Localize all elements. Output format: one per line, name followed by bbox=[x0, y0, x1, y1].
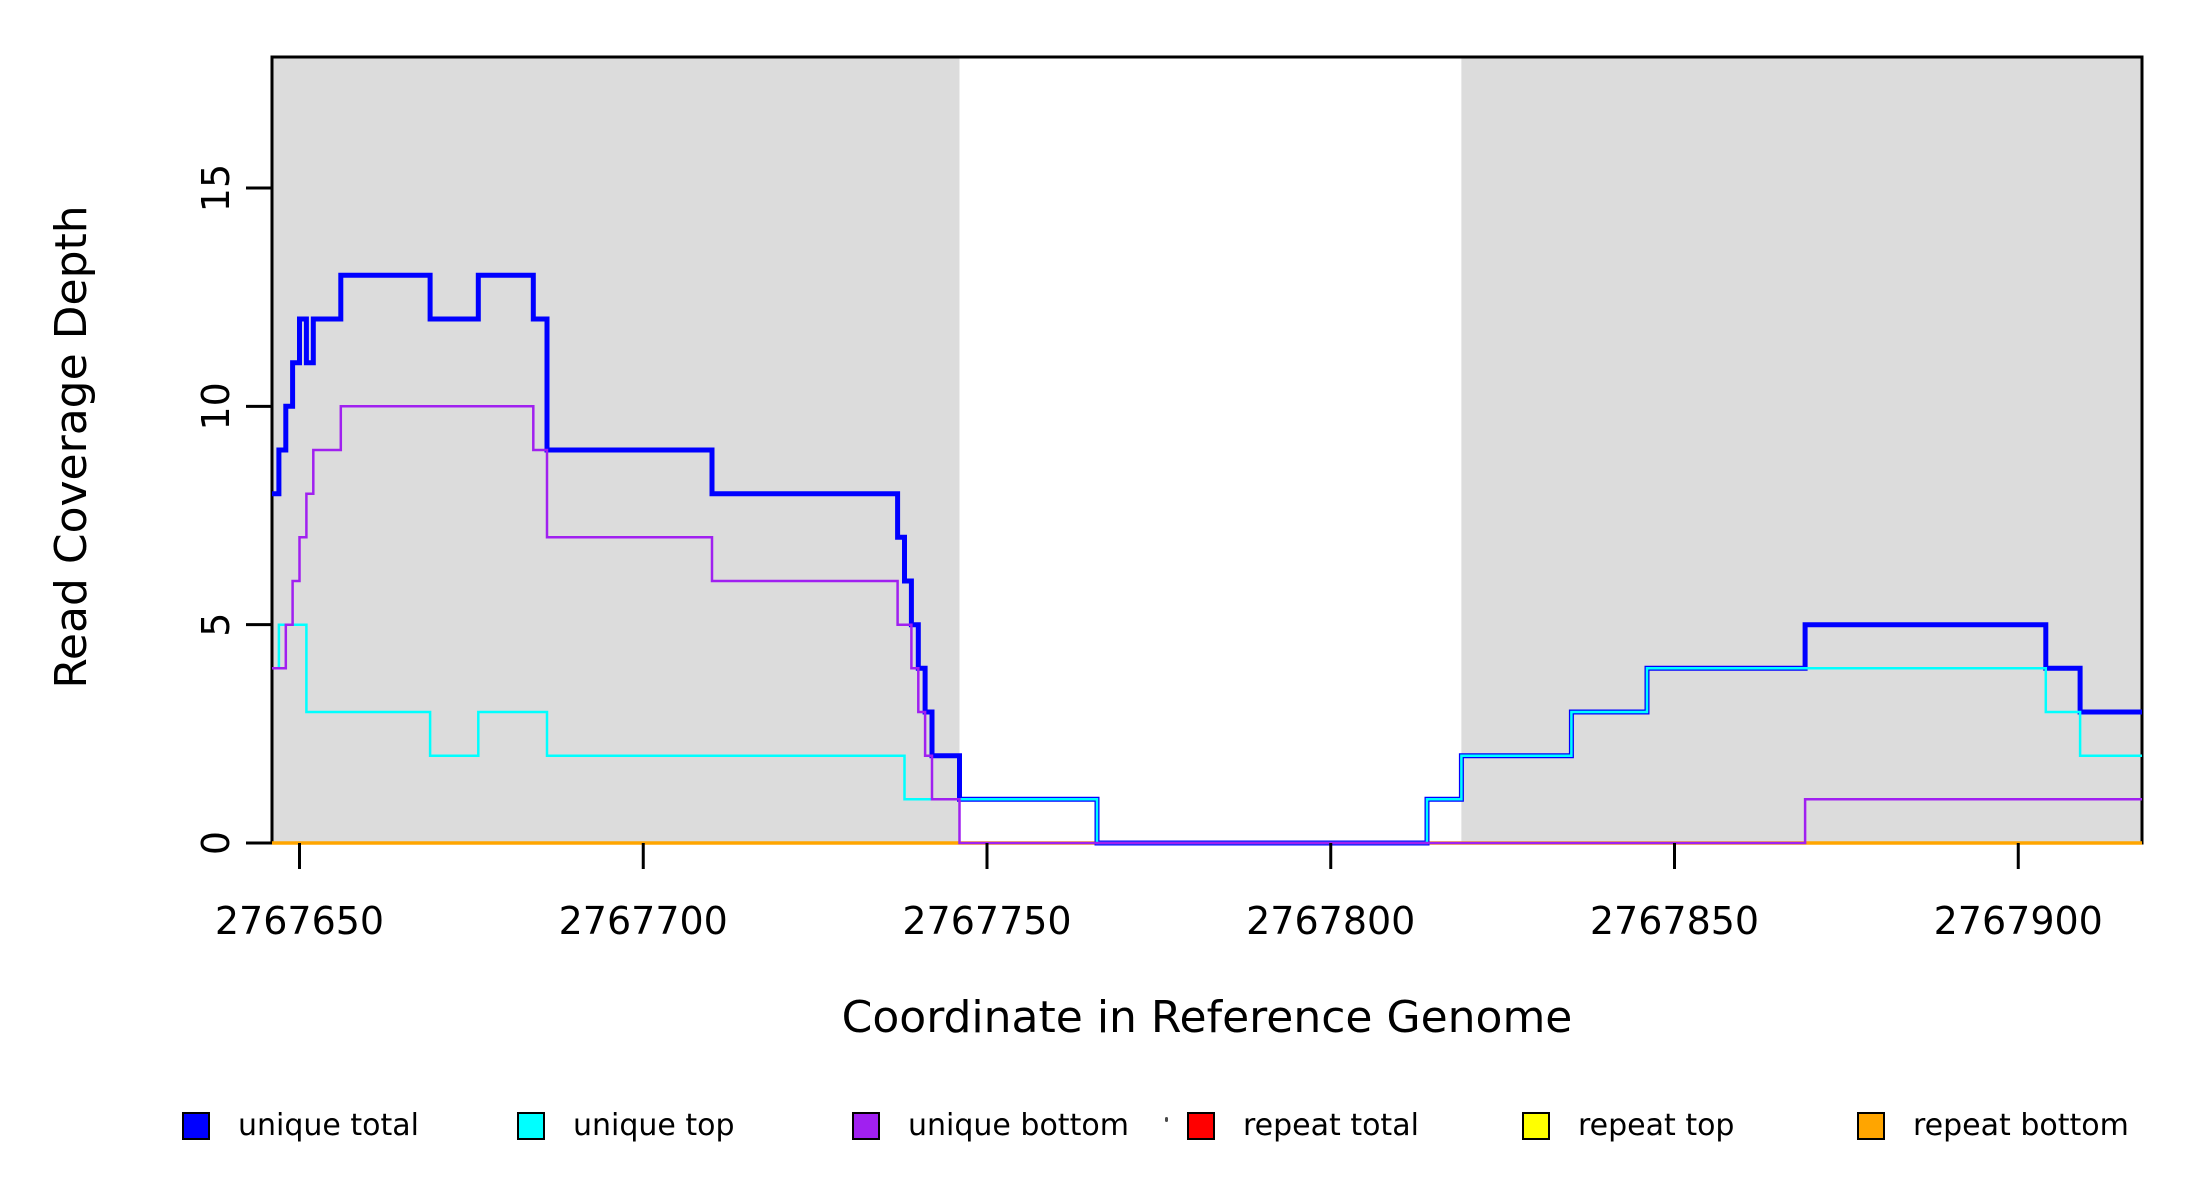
legend-label: repeat top bbox=[1578, 1108, 1735, 1143]
coverage-step-lines bbox=[272, 272, 2142, 846]
legend-item-repeat-total: repeat total bbox=[1187, 1108, 1419, 1152]
y-tick-label-5: 5 bbox=[194, 613, 238, 637]
series-line-unique-top bbox=[272, 623, 2142, 845]
x-axis: 2767650 2767700 2767750 2767800 2767850 27679… bbox=[215, 843, 2103, 943]
legend-item-unique-total: unique total bbox=[182, 1108, 419, 1152]
legend-swatch-repeat-bottom bbox=[1857, 1111, 1885, 1140]
legend-item-repeat-top: repeat top bbox=[1522, 1108, 1734, 1152]
legend-swatch-unique-top bbox=[517, 1111, 545, 1140]
x-tick-label-2767800: 2767800 bbox=[1246, 899, 1415, 943]
unique-region-right bbox=[1461, 57, 2142, 843]
legend-swatch-repeat-top bbox=[1522, 1111, 1550, 1140]
x-axis-title: Coordinate in Reference Genome bbox=[842, 992, 1573, 1043]
legend-swatch-unique-total bbox=[182, 1111, 210, 1140]
x-tick-label-2767650: 2767650 bbox=[215, 899, 384, 943]
legend-item-unique-top: unique top bbox=[517, 1108, 735, 1152]
y-axis: 0 5 10 15 bbox=[194, 164, 272, 855]
y-tick-label-10: 10 bbox=[194, 382, 238, 430]
stray-dot-artifact bbox=[1165, 1117, 1168, 1122]
series-line-unique-bottom bbox=[272, 405, 2142, 845]
legend-label: unique total bbox=[238, 1108, 420, 1143]
x-tick-label-2767750: 2767750 bbox=[902, 899, 1071, 943]
legend-label: repeat total bbox=[1243, 1108, 1419, 1143]
x-tick-label-2767900: 2767900 bbox=[1934, 899, 2103, 943]
x-tick-label-2767850: 2767850 bbox=[1590, 899, 1759, 943]
legend-item-unique-bottom: unique bottom bbox=[852, 1108, 1129, 1152]
legend: unique total unique top unique bottom repea… bbox=[0, 1108, 2200, 1168]
x-tick-label-2767700: 2767700 bbox=[559, 899, 728, 943]
y-tick-label-0: 0 bbox=[194, 831, 238, 855]
y-axis-title: Read Coverage Depth bbox=[46, 205, 97, 688]
legend-swatch-unique-bottom bbox=[852, 1111, 880, 1140]
legend-item-repeat-bottom: repeat bottom bbox=[1857, 1108, 2129, 1152]
legend-label: unique bottom bbox=[908, 1108, 1129, 1143]
legend-swatch-repeat-total bbox=[1187, 1111, 1215, 1140]
legend-label: unique top bbox=[573, 1108, 735, 1143]
y-tick-label-15: 15 bbox=[194, 164, 238, 212]
legend-label: repeat bottom bbox=[1913, 1108, 2129, 1143]
